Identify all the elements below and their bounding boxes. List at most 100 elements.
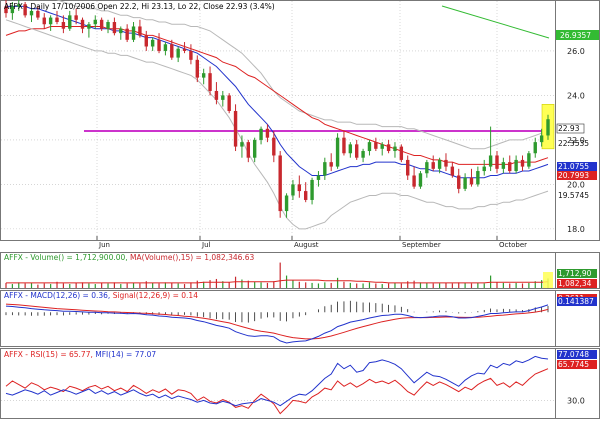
- candle-body: [17, 4, 21, 7]
- volume-legend: AFFX - Volume() = 1,712,900.00, MA(Volum…: [4, 253, 255, 262]
- candle-body: [10, 6, 15, 14]
- candle-body: [233, 110, 238, 147]
- candle-body: [131, 26, 136, 40]
- candle-body: [495, 155, 499, 169]
- volume-ma-line: [6, 279, 549, 284]
- mfi-value-label: 77.0748: [558, 350, 589, 359]
- candle-body: [189, 50, 193, 60]
- macd-signal-line: [5, 303, 549, 340]
- candle-body: [348, 144, 353, 154]
- trend-value-label: 26.9357: [560, 31, 591, 40]
- candle-body: [259, 128, 263, 140]
- candle-body: [469, 177, 474, 185]
- candle-body: [99, 19, 104, 29]
- month-label: October: [499, 241, 527, 249]
- candle-body: [399, 146, 404, 160]
- candle-body: [278, 155, 282, 212]
- right-value-label: 22.93: [558, 124, 580, 133]
- mfi-label-bg: [557, 350, 597, 359]
- price-header: AFFX - Daily 17/10/2006 Open 22.2, Hi 23…: [4, 2, 275, 11]
- candle-body: [386, 144, 391, 152]
- candle-body: [406, 159, 410, 176]
- candle-body: [221, 95, 225, 100]
- price-panel: 26.0 24.0 22.0 20.0 18.0 Jun Jul August Septembe…: [0, 0, 600, 249]
- price-tick-label: 26.0: [567, 47, 585, 56]
- upper-band-line: [56, 0, 549, 150]
- candle-body: [125, 28, 129, 40]
- candle-body: [195, 59, 199, 78]
- volume-panel: 1,712,901,082,34 AFFX - Volume() = 1,712…: [0, 252, 600, 289]
- candle-body: [144, 35, 148, 47]
- macd-panel: 0.36110.141387 AFFX - MACD(12,26) = 0.36…: [0, 290, 600, 347]
- candle-body: [176, 48, 180, 58]
- right-value-label: 20.7993: [558, 171, 589, 180]
- value-label-bg: [557, 171, 597, 180]
- candle-body: [201, 73, 206, 78]
- candle-body: [425, 162, 429, 174]
- candle-body: [482, 166, 486, 172]
- candle-body: [112, 22, 117, 34]
- candle-body: [488, 155, 493, 167]
- candle-body: [546, 119, 550, 136]
- candle-body: [476, 171, 480, 185]
- candle-body: [310, 179, 314, 200]
- rsi-tick-label: 30.0: [567, 396, 585, 405]
- value-label-bg: [557, 162, 597, 171]
- candle-body: [437, 159, 442, 169]
- candle-body: [265, 128, 270, 138]
- month-label: Jun: [98, 241, 110, 249]
- rsi-label-bg: [557, 360, 597, 369]
- candle-body: [450, 166, 455, 176]
- macd-line: [5, 304, 549, 344]
- volume-ma-label-bg: [557, 279, 597, 288]
- candle-body: [23, 4, 27, 16]
- rsi-line: [5, 368, 549, 415]
- candle-body: [48, 17, 53, 25]
- candle-body: [68, 15, 72, 29]
- candle-body: [342, 137, 346, 154]
- volume-value-label: 1,712,90: [558, 269, 592, 278]
- red-ma-line: [5, 26, 549, 165]
- price-tick-label: 22.0: [567, 136, 585, 145]
- candle-body: [539, 135, 544, 143]
- signal-value-label: 0.141387: [558, 297, 594, 306]
- candle-body: [80, 19, 85, 29]
- candle-body: [284, 195, 289, 212]
- candle-body: [170, 44, 174, 58]
- candle-body: [361, 151, 365, 158]
- candle-body: [138, 26, 142, 36]
- candle-body: [36, 10, 40, 18]
- candle-body: [93, 19, 97, 25]
- candle-body: [316, 175, 321, 180]
- candle-body: [329, 162, 333, 167]
- candle-body: [87, 24, 91, 29]
- volume-ma-value-label: 1,082,34: [558, 279, 592, 288]
- candle-body: [380, 144, 384, 149]
- candle-body: [457, 175, 461, 189]
- candle-body: [527, 153, 531, 167]
- candle-body: [182, 48, 187, 51]
- right-value-label: 21.0755: [558, 162, 589, 171]
- candle-body: [61, 22, 66, 29]
- trend-line: [441, 5, 550, 39]
- candle-body: [444, 159, 448, 167]
- candle-body: [252, 139, 257, 158]
- candle-body: [227, 95, 231, 111]
- lower-band-line: [5, 19, 549, 230]
- candle-body: [412, 175, 416, 187]
- candle-body: [272, 137, 276, 156]
- price-tick-label: 18.0: [567, 225, 585, 234]
- right-value-label: 22.3535: [558, 139, 589, 148]
- candle-body: [367, 142, 372, 152]
- price-tick-label: 24.0: [567, 91, 585, 100]
- candle-body: [323, 162, 327, 176]
- candle-body: [150, 39, 155, 47]
- candle-body: [291, 184, 295, 196]
- candle-body: [55, 17, 59, 23]
- candle-body: [246, 142, 251, 158]
- candle-body: [29, 10, 34, 16]
- macd-legend: AFFX - MACD(12,26) = 0.36, Signal(12,26,…: [4, 291, 198, 300]
- candle-body: [520, 159, 525, 167]
